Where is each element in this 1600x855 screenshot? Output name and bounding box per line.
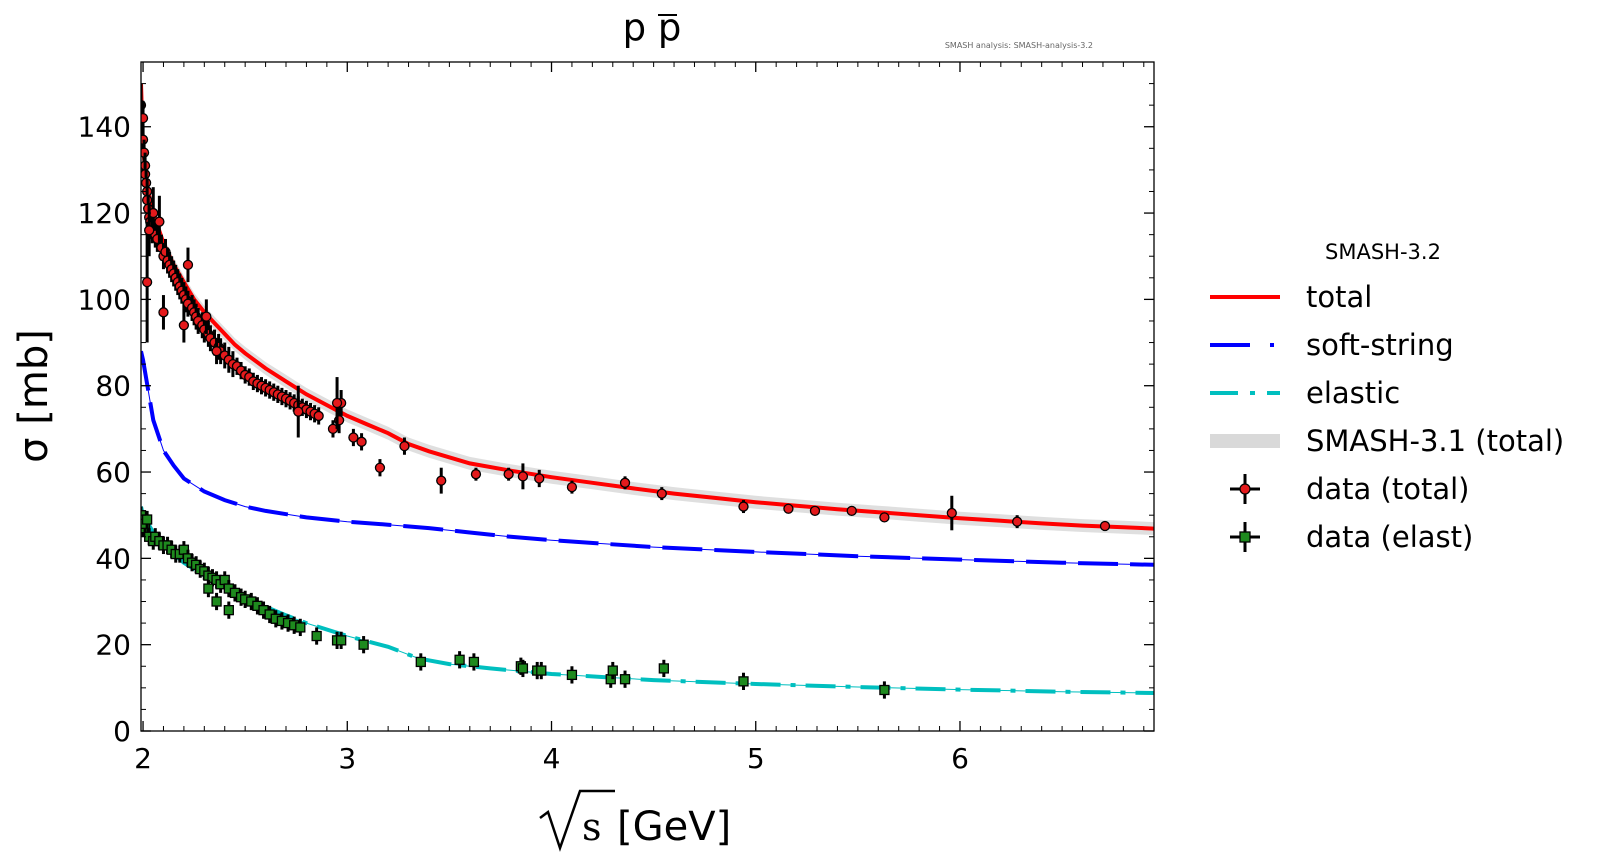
elastic-data-point [468,656,480,668]
legend-entry-total: total [1210,280,1372,314]
y-tick-label: 60 [95,456,131,489]
elastic-data-point [738,676,749,687]
x-tick-label: 3 [338,742,356,775]
legend-swatch [1239,483,1251,495]
sqrt-sign-icon [539,789,615,852]
legend-entry-elastic: elastic [1210,376,1400,410]
elastic-data-point [311,630,322,642]
total-data-point [534,473,545,484]
elastic-data-point [879,684,890,696]
legend-title: SMASH-3.2 [1325,240,1441,264]
y-tick-label: 140 [78,111,131,144]
elastic-data-point [619,674,631,685]
series-line-soft-string [141,350,1154,567]
y-tick-label: 0 [113,715,131,748]
total-data-point [182,259,194,271]
y-axis-title: σ [mb] [11,329,57,463]
total-data-point [566,481,578,493]
total-data-point [201,311,212,322]
total-data-point [846,505,857,517]
watermark: SMASH analysis: SMASH-analysis-3.2 [945,41,1093,50]
series-line-total [141,83,1154,531]
legend-entry-soft-string: soft-string [1210,328,1454,362]
y-tick-label: 20 [95,629,131,662]
legend-entry-smash-3-1-total-: SMASH-3.1 (total) [1210,424,1564,458]
y-tick-label: 80 [95,370,131,403]
total-data-point [946,507,957,519]
legend-label: elastic [1306,376,1400,410]
elastic-data-point [517,663,529,674]
x-tick-label: 5 [747,742,765,775]
total-data-point [331,397,343,409]
legend-label: soft-string [1306,328,1454,362]
total-data-point [470,469,482,480]
total-data-point [1099,520,1111,532]
total-data-point [783,503,794,514]
total-data-point [141,276,153,288]
data-points [141,83,1111,699]
x-tick-label: 6 [951,742,969,775]
elastic-data-point [607,665,618,676]
legend-label: data (total) [1306,472,1469,506]
elastic-data-point [358,639,369,650]
x-tick-label: 2 [134,742,152,775]
y-tick-label: 100 [78,283,131,316]
legend-swatch [1210,434,1280,448]
total-data-point [158,307,169,318]
plot-frame [140,61,1155,732]
total-data-point [374,462,386,473]
total-data-point [879,512,890,523]
legend-entry-data-total-: data (total) [1230,472,1469,506]
total-data-point [436,475,447,486]
elastic-data-point [335,635,347,646]
legend-label: total [1306,280,1372,314]
total-data-point [144,225,155,236]
legend-swatch [1239,531,1251,543]
y-tick-label: 40 [95,542,131,575]
legend-label: data (elast) [1306,520,1473,554]
total-data-point [141,112,149,124]
legend-entry-data-elast-: data (elast) [1230,520,1473,554]
elastic-data-point [211,596,222,607]
elastic-data-point [295,622,306,633]
total-data-point [656,488,667,499]
total-data-point [399,440,410,452]
x-tick-label: 4 [543,742,561,775]
elastic-data-point [203,583,214,594]
total-data-point [738,501,749,512]
x-axis-title: s [GeV] [539,789,731,852]
legend-label: SMASH-3.1 (total) [1306,424,1564,458]
x-axis-unit: [GeV] [617,804,731,850]
elastic-data-point [141,514,153,525]
elastic-data-point [223,604,234,616]
total-data-point [178,320,190,331]
legend: SMASH-3.2 total soft-string elastic SMASH-3… [1210,240,1564,554]
total-data-point [619,477,631,488]
elastic-data-point [658,663,669,674]
total-data-point [809,505,821,517]
total-data-point [154,216,165,227]
elastic-data-point [536,665,547,676]
y-tick-label: 120 [78,197,131,230]
total-data-point [348,432,359,443]
total-data-point [517,471,529,482]
elastic-data-point [415,656,426,668]
total-data-point [211,346,222,357]
x-axis-symbol: s [582,805,602,849]
total-data-point [503,469,514,480]
legend-entries: total soft-string elastic SMASH-3.1 (total)… [1210,280,1564,554]
total-data-point [293,406,304,417]
elastic-data-point [454,654,465,665]
elastic-data-point [566,669,578,681]
total-data-point [1012,516,1023,527]
chart-title: p p [623,6,682,49]
total-data-point [313,410,324,422]
total-data-point [356,436,367,447]
